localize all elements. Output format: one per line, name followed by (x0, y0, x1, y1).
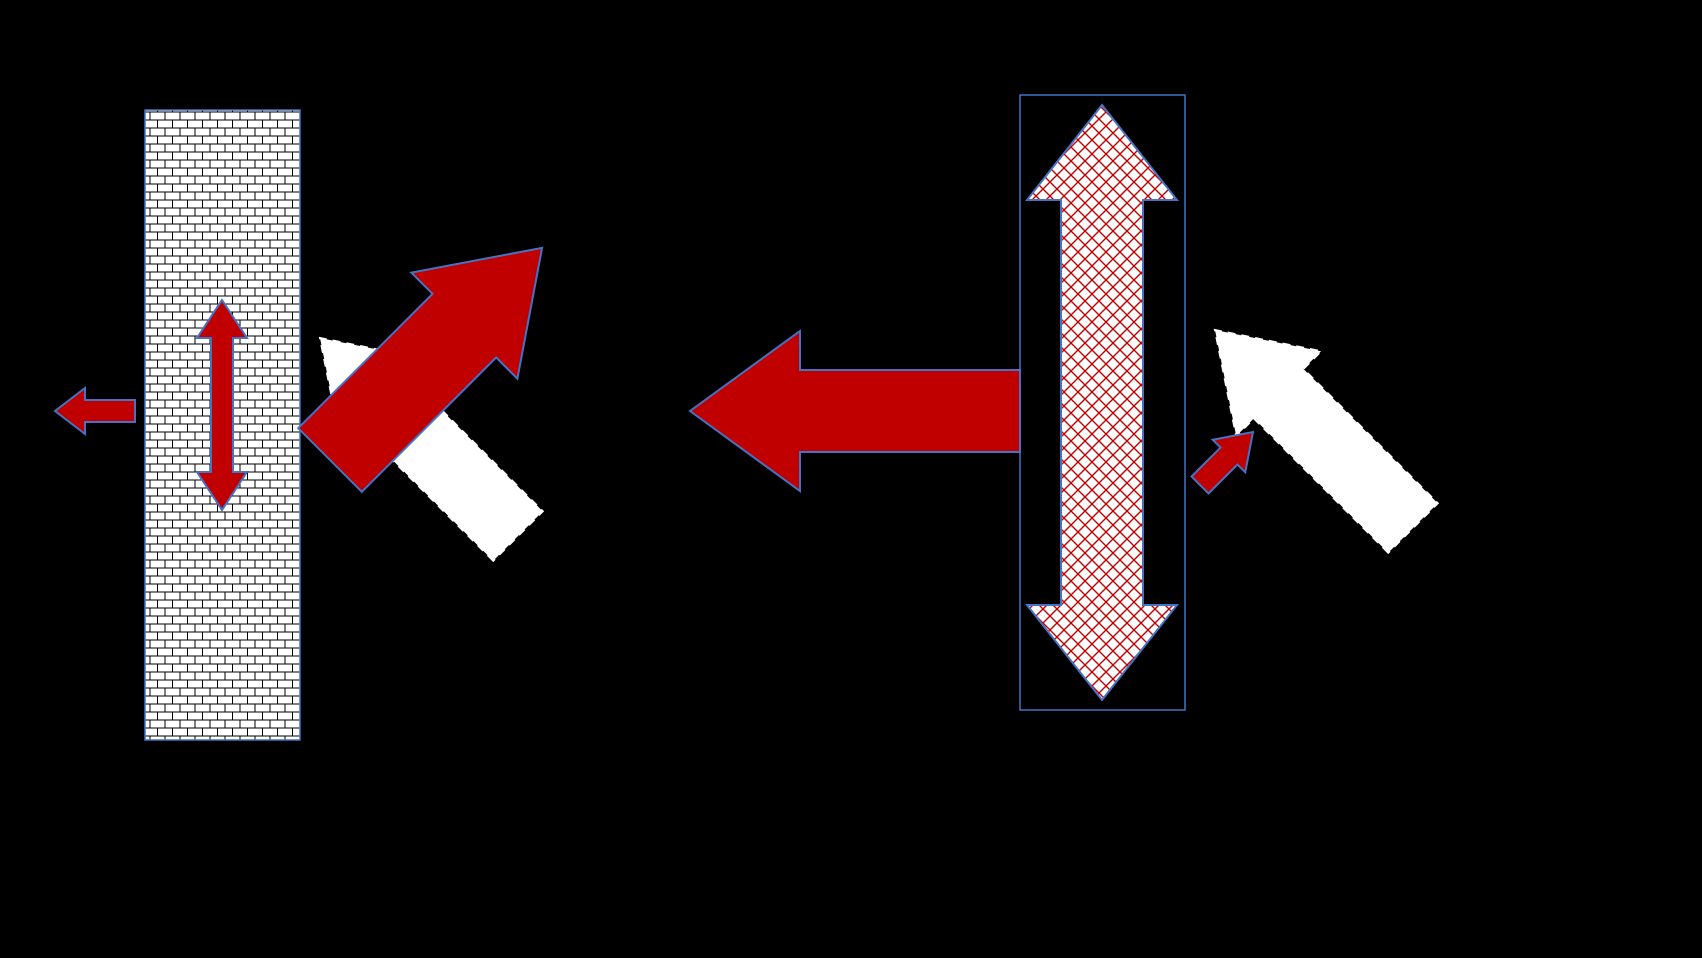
diagram-canvas (0, 0, 1702, 958)
